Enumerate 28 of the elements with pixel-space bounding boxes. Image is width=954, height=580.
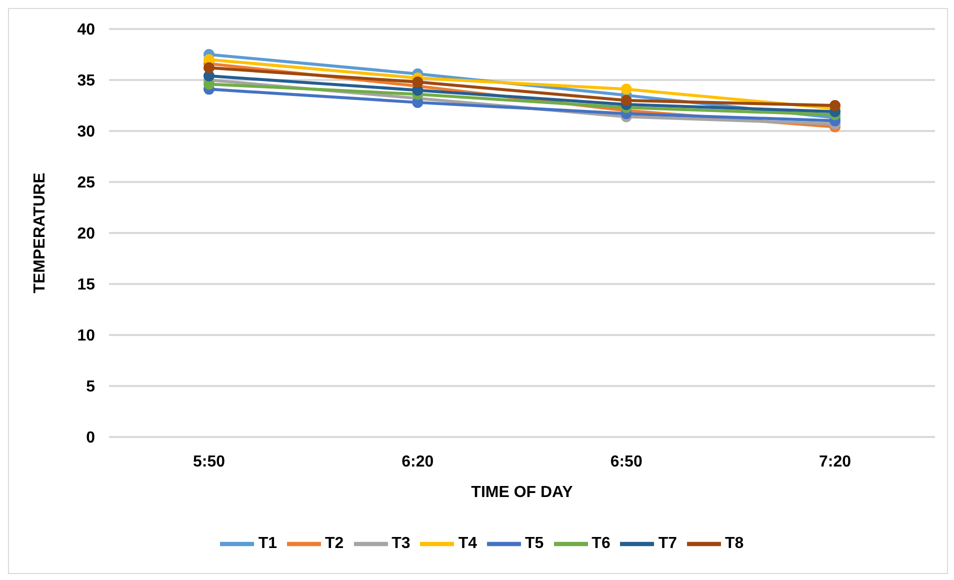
point <box>620 84 632 95</box>
y-tick-label: 20 <box>77 226 96 243</box>
y-tick-label: 5 <box>86 378 96 396</box>
x-tick-label: 7:20 <box>818 453 852 470</box>
y-tick-label: 25 <box>77 174 96 192</box>
legend-label: T1 <box>258 535 277 552</box>
x-axis-title: TIME OF DAY <box>471 484 574 501</box>
legend-label: T6 <box>592 535 610 552</box>
y-tick-label: 0 <box>86 430 96 447</box>
legend-label: T7 <box>658 535 678 552</box>
legend-label: T3 <box>392 535 410 552</box>
legend-label: T8 <box>725 535 744 552</box>
y-tick-label: 30 <box>77 124 96 141</box>
x-tick-label: 6:20 <box>402 453 434 470</box>
legend-label: T5 <box>525 535 544 552</box>
x-tick-label: 6:50 <box>610 453 642 470</box>
y-tick-label: 10 <box>77 328 96 345</box>
point <box>830 100 840 111</box>
point <box>204 62 214 74</box>
point <box>412 76 424 88</box>
y-axis-title: TEMPERATURE <box>32 172 49 294</box>
y-tick-label: 15 <box>77 276 96 294</box>
x-tick-label: 5:50 <box>192 453 226 470</box>
legend-label: T4 <box>458 535 477 552</box>
point <box>620 94 632 106</box>
y-tick-label: 40 <box>77 22 96 39</box>
y-tick-label: 35 <box>77 72 96 90</box>
legend-label: T2 <box>324 535 344 552</box>
